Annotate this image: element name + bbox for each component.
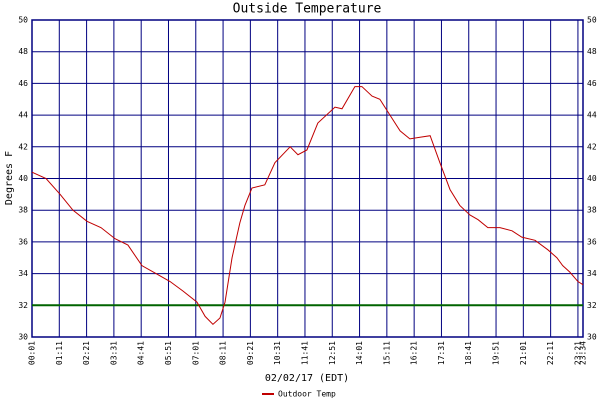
y2-tick-label: 32 (587, 301, 597, 310)
x-tick-label: 23:21 (573, 341, 582, 365)
y-tick-label: 32 (18, 301, 28, 310)
x-tick-label: 22:11 (546, 341, 555, 365)
y-tick-label: 44 (18, 111, 28, 120)
y-tick-label: 46 (18, 79, 28, 88)
data-line (31, 86, 584, 326)
x-tick-label: 11:41 (300, 341, 309, 365)
y-tick-label: 42 (18, 142, 28, 151)
x-tick-label: 17:31 (437, 341, 446, 365)
y-tick-label: 34 (18, 269, 28, 278)
y-tick-label: 48 (18, 47, 28, 56)
y2-tick-label: 46 (587, 79, 597, 88)
y2-tick-label: 44 (587, 111, 597, 120)
x-tick-label: 18:41 (464, 341, 473, 365)
x-tick-label: 02:21 (82, 341, 91, 365)
y-tick-label: 30 (18, 333, 28, 342)
y2-tick-label: 50 (587, 16, 597, 25)
legend-label: Outdoor Temp (278, 390, 336, 399)
x-tick-label: 23:34 (579, 341, 588, 365)
x-tick-label: 00:01 (28, 341, 37, 365)
x-tick-label: 10:31 (273, 341, 282, 365)
x-tick-label: 03:31 (109, 341, 118, 365)
x-axis-label: 02/02/17 (EDT) (265, 373, 349, 384)
y-tick-label: 38 (18, 206, 28, 215)
y2-tick-label: 30 (587, 333, 597, 342)
x-tick-label: 07:01 (191, 341, 200, 365)
y-axis-label: Degrees F (4, 151, 15, 205)
y2-tick-label: 42 (587, 142, 597, 151)
x-tick-label: 19:51 (492, 341, 501, 365)
x-tick-label: 14:01 (355, 341, 364, 365)
x-tick-label: 08:11 (219, 341, 228, 365)
x-tick-label: 05:51 (164, 341, 173, 365)
x-tick-label: 09:21 (246, 341, 255, 365)
x-tick-label: 15:11 (382, 341, 391, 365)
y2-tick-label: 40 (587, 174, 597, 183)
chart-title: Outside Temperature (233, 2, 382, 17)
y-tick-label: 50 (18, 16, 28, 25)
y2-tick-label: 38 (587, 206, 597, 215)
y2-tick-label: 48 (587, 47, 597, 56)
y-tick-label: 36 (18, 237, 28, 246)
x-tick-label: 04:41 (137, 341, 146, 365)
x-tick-label: 01:11 (55, 341, 64, 365)
y2-tick-label: 34 (587, 269, 597, 278)
x-tick-label: 16:21 (410, 341, 419, 365)
x-tick-label: 12:51 (328, 341, 337, 365)
plot-border (31, 19, 584, 338)
y2-tick-label: 36 (587, 237, 597, 246)
y-tick-label: 40 (18, 174, 28, 183)
x-tick-label: 21:01 (519, 341, 528, 365)
